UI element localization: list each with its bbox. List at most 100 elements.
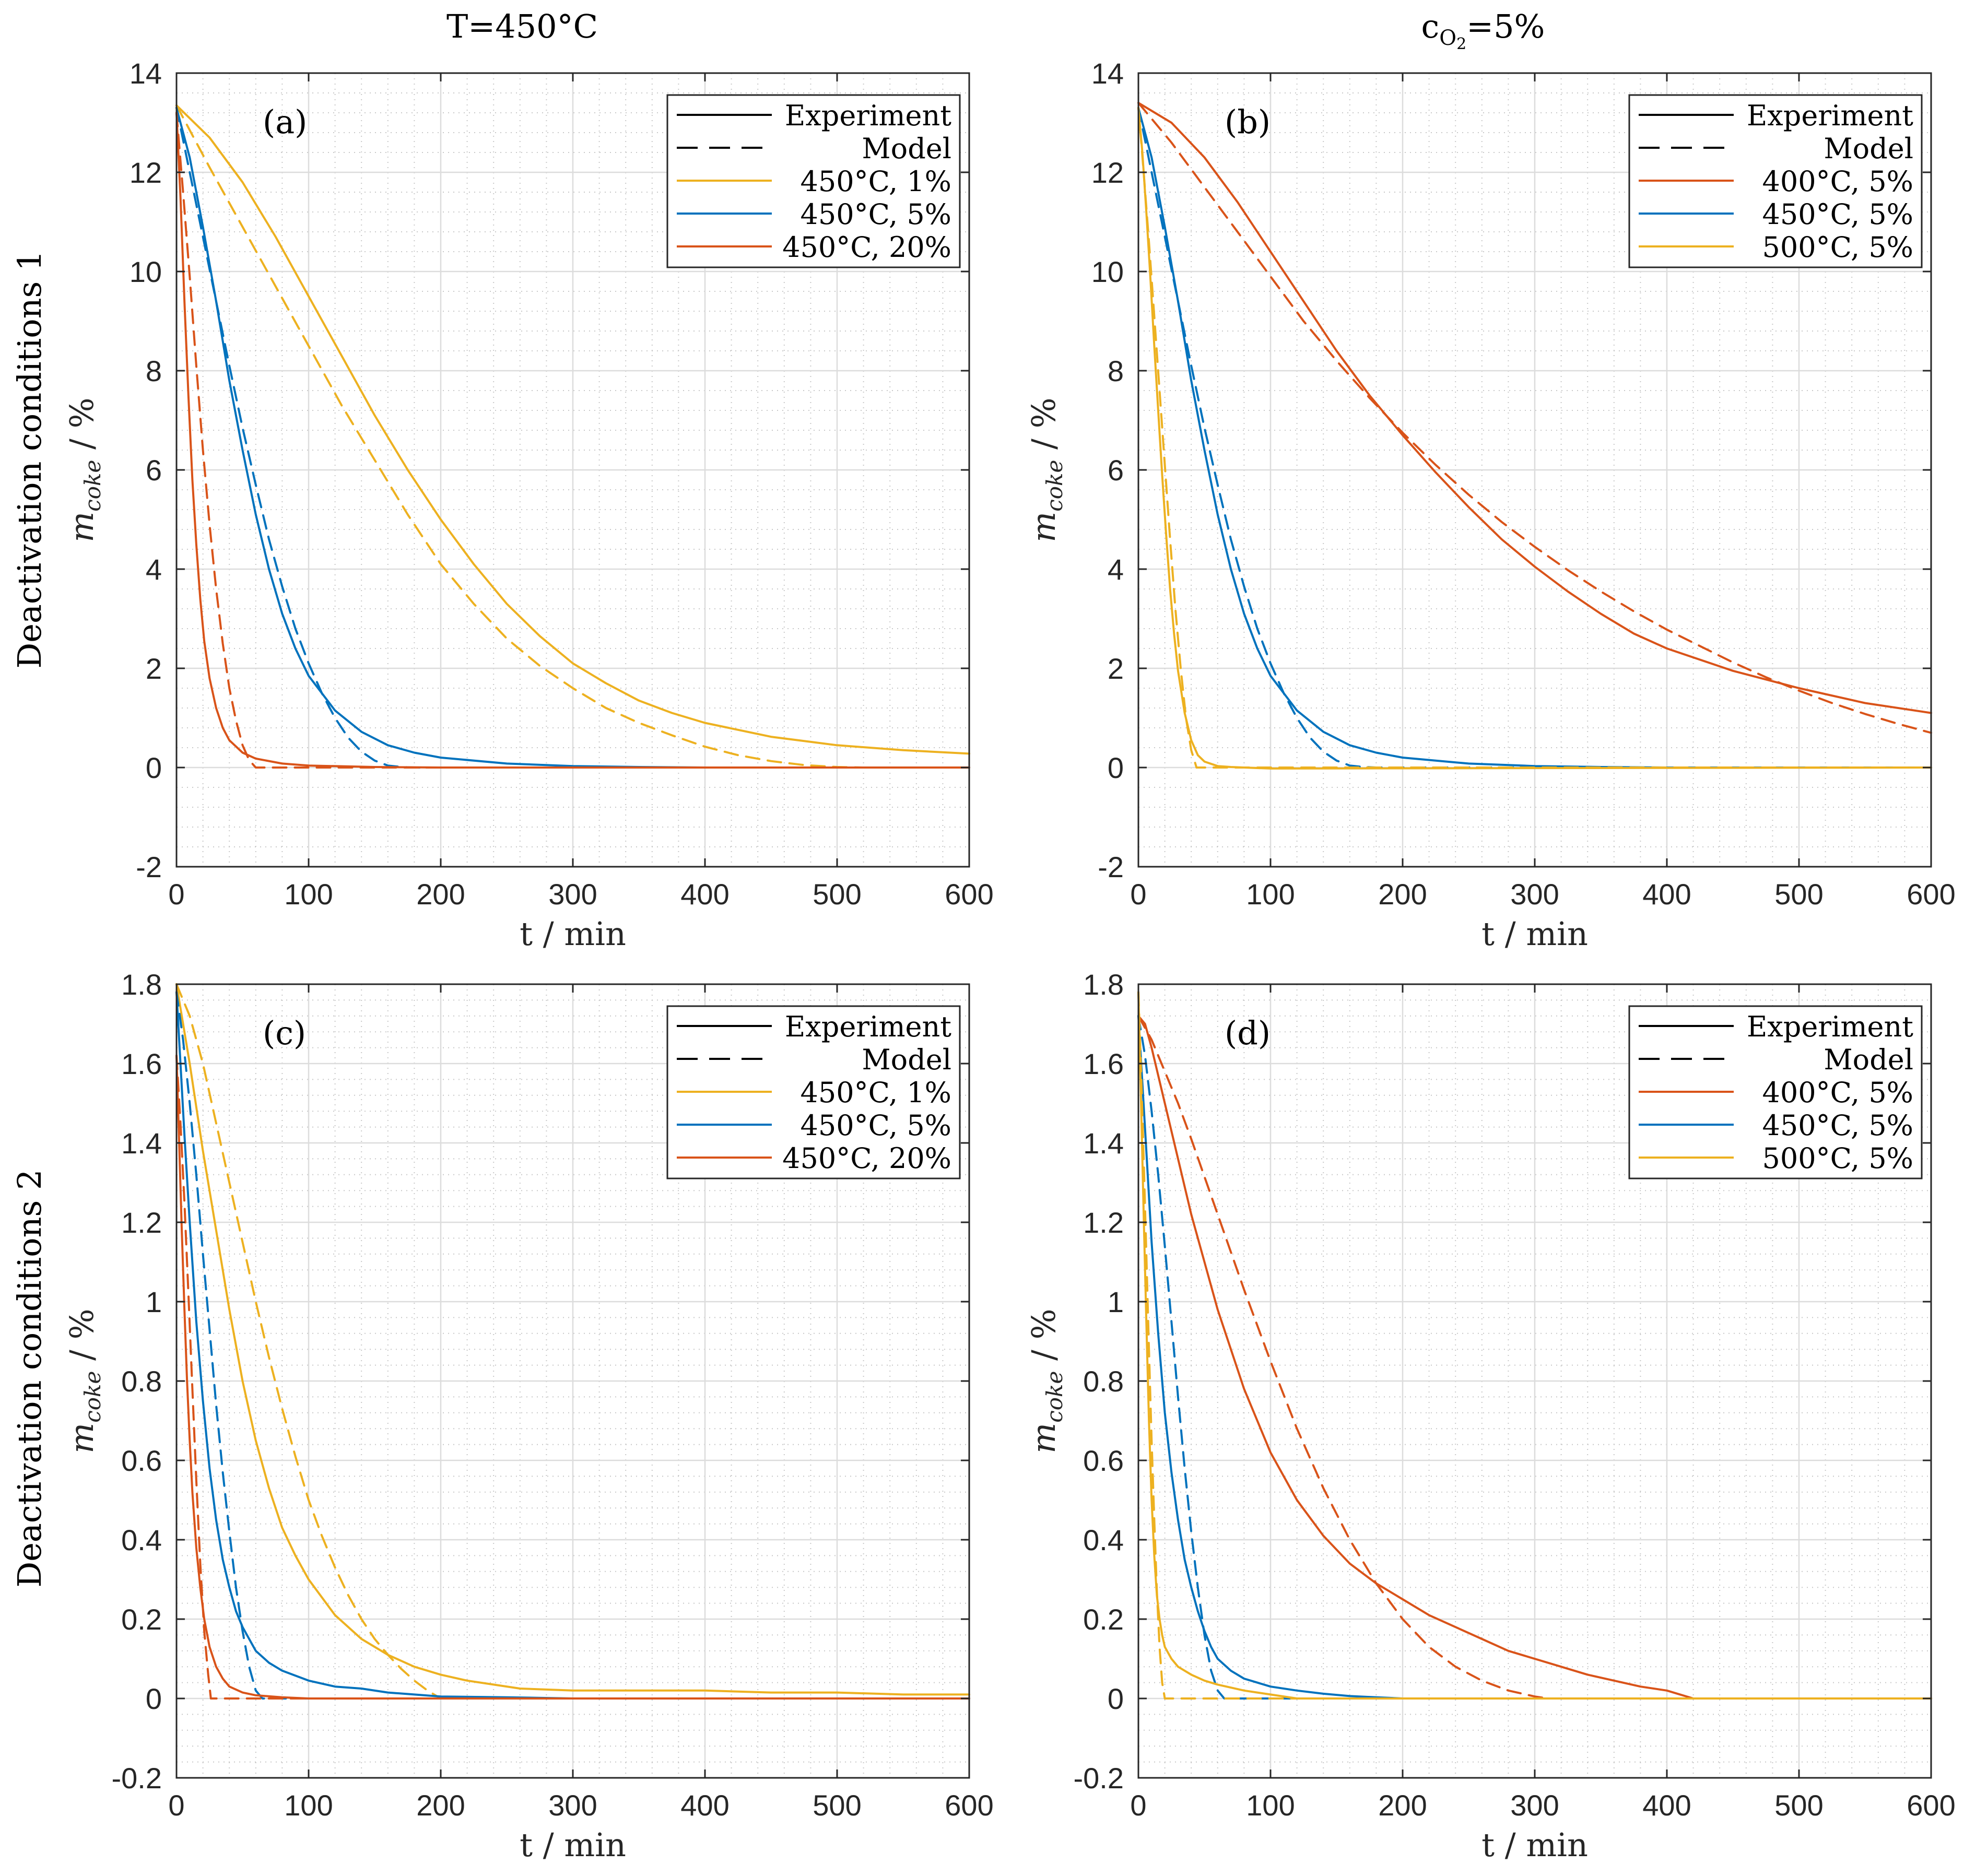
- legend-label-1: Model: [1824, 1043, 1913, 1076]
- legend-label-4: 450°C, 20%: [782, 231, 951, 264]
- x-tick-label: 100: [284, 878, 333, 911]
- x-tick-label: 600: [1907, 878, 1955, 911]
- y-tick-label: 0: [1108, 1682, 1124, 1715]
- series-line-model: [175, 104, 865, 769]
- y-tick-label: 0: [146, 1682, 162, 1715]
- y-tick-label: 6: [146, 454, 162, 487]
- y-tick-label: 1.2: [121, 1206, 162, 1239]
- column-title-temperature: T=450°C: [446, 7, 598, 45]
- y-axis-label: mcoke / %: [63, 1308, 105, 1453]
- series-line-experiment: [175, 983, 970, 1696]
- y-axis-label-main: m: [63, 1423, 101, 1454]
- y-tick-label: -2: [136, 851, 162, 883]
- legend-label-0: Experiment: [1747, 99, 1913, 132]
- y-tick-label: 1.8: [1083, 968, 1124, 1001]
- y-axis-label: mcoke / %: [63, 397, 105, 542]
- series-line-experiment: [1137, 991, 1932, 1700]
- y-axis-label-main: m: [1025, 512, 1063, 542]
- legend-label-0: Experiment: [1747, 1010, 1913, 1043]
- y-tick-label: 12: [1091, 156, 1124, 189]
- series-line-model: [1137, 1014, 1932, 1700]
- y-tick-label: 1: [146, 1285, 162, 1318]
- y-tick-label: -0.2: [112, 1762, 162, 1795]
- x-axis-label: t / min: [1481, 915, 1588, 953]
- x-tick-label: 100: [284, 1789, 333, 1822]
- y-axis-label-unit: / %: [1025, 397, 1063, 459]
- series-group: [175, 104, 970, 769]
- y-tick-label: -0.2: [1074, 1762, 1124, 1795]
- series-line-experiment: [1137, 107, 1932, 770]
- y-axis-label-sub: coke: [1042, 1371, 1067, 1423]
- chart-panel-d: 0 100 200 300 400 500 600-0.200.20.40.60.811.2…: [1025, 968, 1956, 1864]
- y-tick-label: -2: [1098, 851, 1124, 883]
- y-axis-label: mcoke / %: [1025, 397, 1067, 542]
- series-line-model: [1137, 107, 1932, 769]
- legend-label-2: 400°C, 5%: [1762, 165, 1913, 198]
- legend-label-4: 450°C, 20%: [782, 1142, 951, 1175]
- x-tick-label: 400: [1642, 1789, 1691, 1822]
- legend-label-3: 450°C, 5%: [801, 198, 951, 231]
- series-line-model: [1137, 107, 1932, 769]
- legend-label-1: Model: [862, 1043, 951, 1076]
- y-tick-label: 0.4: [1083, 1524, 1124, 1556]
- row-title-conditions-1: Deactivation conditions 1: [10, 250, 49, 668]
- y-tick-label: 8: [146, 355, 162, 387]
- y-tick-label: 8: [1108, 355, 1124, 387]
- y-tick-label: 10: [130, 255, 162, 288]
- y-axis-label-unit: / %: [63, 1308, 101, 1371]
- series-line-model: [1137, 991, 1932, 1700]
- x-tick-label: 400: [680, 878, 729, 911]
- column-title-oxygen-rest: =5%: [1466, 7, 1545, 45]
- legend-label-2: 450°C, 1%: [801, 165, 951, 198]
- x-tick-label: 300: [548, 878, 597, 911]
- column-title-oxygen-c: c: [1421, 7, 1440, 45]
- y-tick-label: 0.2: [1083, 1603, 1124, 1636]
- y-tick-label: 1.2: [1083, 1206, 1124, 1239]
- series-line-experiment: [175, 991, 970, 1700]
- y-tick-label: 0: [1108, 751, 1124, 784]
- legend-label-3: 450°C, 5%: [1762, 198, 1913, 231]
- x-tick-label: 500: [1774, 1789, 1823, 1822]
- legend-label-1: Model: [862, 132, 951, 165]
- chart-panel-c: 0 100 200 300 400 500 600-0.200.20.40.60.811.2…: [63, 968, 994, 1864]
- x-tick-label: 600: [945, 878, 993, 911]
- y-tick-label: 12: [130, 156, 162, 189]
- legend-label-1: Model: [1824, 132, 1913, 165]
- series-line-experiment: [175, 1054, 970, 1700]
- legend-label-4: 500°C, 5%: [1762, 231, 1913, 264]
- y-tick-label: 4: [1108, 553, 1124, 586]
- series-line-model: [1137, 102, 1932, 734]
- y-tick-label: 2: [146, 652, 162, 685]
- column-title-oxygen-o: O: [1439, 26, 1456, 50]
- series-line-model: [175, 112, 970, 769]
- y-axis-label-unit: / %: [63, 397, 101, 459]
- y-tick-label: 2: [1108, 652, 1124, 685]
- y-tick-label: 0.2: [121, 1603, 162, 1636]
- y-axis-label-unit: / %: [1025, 1308, 1063, 1371]
- series-line-model: [175, 1054, 970, 1700]
- series-group: [175, 983, 970, 1700]
- y-tick-label: 1.6: [121, 1047, 162, 1080]
- y-axis-label-sub: coke: [1042, 460, 1067, 512]
- y-tick-label: 1.4: [121, 1127, 162, 1160]
- y-tick-label: 1: [1108, 1285, 1124, 1318]
- legend-label-2: 450°C, 1%: [801, 1076, 951, 1109]
- y-tick-label: 0.6: [1083, 1444, 1124, 1477]
- x-tick-label: 400: [1642, 878, 1691, 911]
- y-axis-label-sub: coke: [80, 460, 105, 512]
- row-title-conditions-2: Deactivation conditions 2: [10, 1169, 49, 1587]
- y-axis-label: mcoke / %: [1025, 1308, 1067, 1453]
- legend-label-0: Experiment: [785, 99, 951, 132]
- y-tick-label: 0.4: [121, 1524, 162, 1556]
- x-tick-label: 0: [168, 1789, 184, 1822]
- x-tick-label: 100: [1246, 1789, 1295, 1822]
- series-line-experiment: [1137, 1014, 1932, 1700]
- legend-label-3: 450°C, 5%: [801, 1109, 951, 1142]
- x-tick-label: 300: [548, 1789, 597, 1822]
- panel-label: (c): [263, 1014, 306, 1052]
- series-line-experiment: [1137, 102, 1932, 714]
